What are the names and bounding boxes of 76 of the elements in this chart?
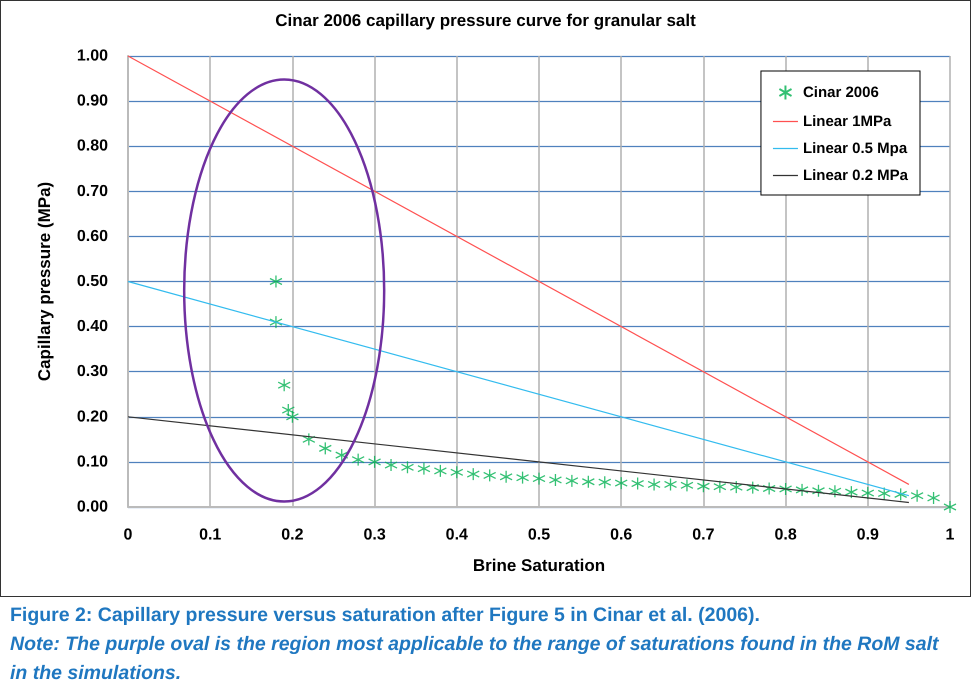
point [269,274,283,288]
legend-label: Linear 0.5 Mpa [802,140,908,157]
point [812,484,826,498]
point [828,484,842,498]
y-tick-label: 0.50 [76,273,108,290]
point [614,476,628,490]
point [647,478,661,492]
x-tick-label: 0.2 [281,526,304,544]
point [417,462,431,476]
x-tick-label: 0.4 [446,526,468,544]
x-tick-label: 0.9 [856,526,880,544]
y-tick-label: 0.00 [76,498,108,516]
point [730,480,743,494]
y-tick-label: 0.30 [76,363,108,380]
caption: Figure 2: Capillary pressure versus saturation after Figure 5 in Cinar et al. (2006). [10,603,761,628]
point [352,452,365,466]
x-tick-label: 0.5 [528,526,550,544]
point [335,448,348,462]
y-tick-label: 0.40 [76,318,108,336]
y-tick-label: 0.60 [76,228,108,245]
point [483,468,496,482]
x-tick-label: 0.1 [199,526,222,544]
point [302,432,316,446]
point [499,470,513,484]
point [286,410,300,424]
point [630,476,644,490]
point [861,486,874,500]
point [713,480,726,494]
x-tick-label: 0.7 [692,526,715,544]
chart-title: Cinar 2006 capillary pressure curve for granular salt [275,11,696,30]
y-tick-label: 0.70 [76,182,108,200]
point [878,486,891,500]
point [278,378,291,392]
point [548,473,562,487]
x-tick-label: 0.6 [610,526,632,544]
point [368,455,382,469]
legend-label: Cinar 2006 [802,84,879,101]
point [318,442,332,456]
point [384,458,398,472]
y-tick-label: 0.80 [76,138,108,155]
text: Note: The purple oval is the region most applicable to the range of saturations found in the RoM salt in the simulations. [10,632,940,686]
point [450,466,464,479]
point [910,489,924,502]
legend-label: Linear 1MPa [802,113,892,130]
point [844,485,858,499]
point [664,478,678,492]
y-axis-title: Capillary pressure (MPa) [35,182,54,382]
point [696,480,710,493]
x-tick-label: 0 [124,526,133,544]
x-tick-label: 0.8 [774,526,797,544]
point [466,467,480,481]
x-tick-label: 1 [946,526,955,544]
y-tick-label: 0.90 [76,92,108,110]
point [282,403,295,417]
point [795,483,809,497]
y-tick-label: 0.10 [76,453,108,470]
point [582,475,595,488]
legend-label: Linear 0.2 MPa [802,167,909,184]
y-tick-label: 1.00 [76,48,108,64]
point [762,482,776,496]
x-axis-title: Brine Saturation [472,556,606,575]
point [943,500,957,514]
point [565,474,579,488]
point [926,491,940,505]
x-tick-label: 0.3 [363,526,386,544]
point [598,476,612,489]
point [894,488,908,502]
point [532,472,546,486]
point [746,480,760,494]
point [680,478,694,492]
point [400,460,414,474]
y-tick-label: 0.20 [76,408,108,426]
point [516,471,530,484]
point [269,315,283,329]
point [778,482,792,496]
point [434,464,448,478]
